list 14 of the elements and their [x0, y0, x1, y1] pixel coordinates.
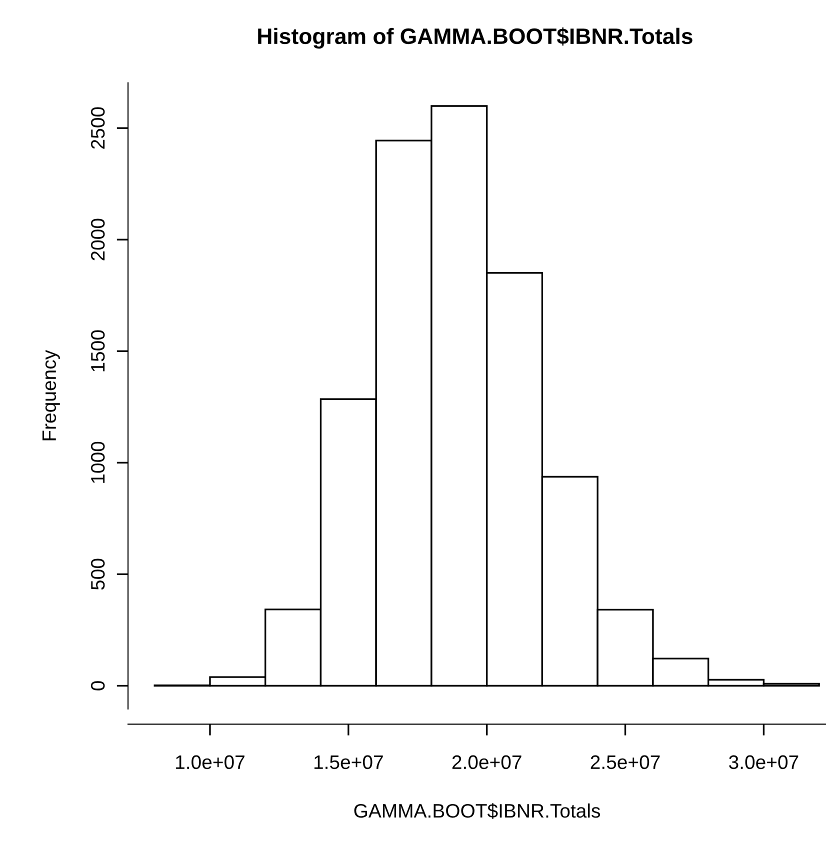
chart-title: Histogram of GAMMA.BOOT$IBNR.Totals — [258, 27, 692, 49]
x-axis-title: GAMMA.BOOT$IBNR.Totals — [354, 803, 600, 819]
y-tick-label: 0 — [90, 681, 105, 690]
y-tick-label: 2500 — [90, 107, 105, 149]
x-tick-label: 3.0e+07 — [729, 755, 798, 770]
x-tick-label: 1.0e+07 — [176, 755, 244, 770]
x-tick-label: 2.5e+07 — [590, 755, 660, 770]
y-tick-label: 1000 — [90, 442, 105, 483]
y-tick-label: 2000 — [90, 218, 105, 260]
x-tick-label: 2.0e+07 — [452, 755, 522, 770]
y-tick-label: 1500 — [90, 330, 105, 372]
y-axis-title: Frequency — [42, 350, 60, 440]
x-tick-label: 1.5e+07 — [314, 755, 383, 770]
y-tick-label: 500 — [90, 558, 105, 590]
